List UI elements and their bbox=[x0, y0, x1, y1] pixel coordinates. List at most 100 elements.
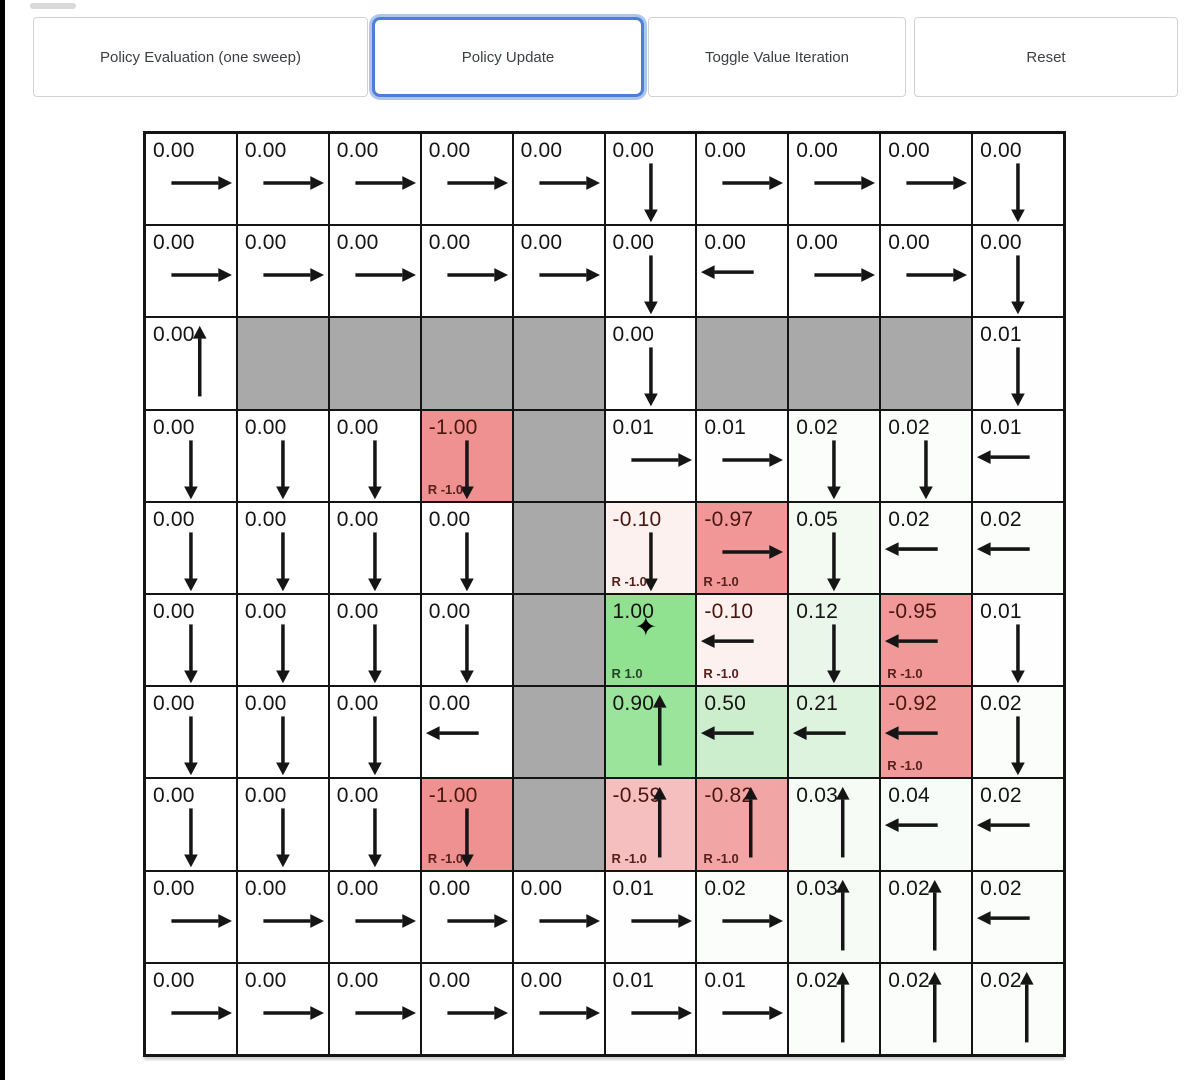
arrow-down-icon bbox=[184, 440, 198, 499]
arrow-right-icon bbox=[355, 268, 416, 283]
arrow-left-icon bbox=[885, 634, 938, 648]
cell-value: 0.00 bbox=[244, 599, 287, 623]
cell-value: 0.00 bbox=[980, 139, 1022, 162]
cell-value: 0.00 bbox=[336, 415, 379, 439]
arrow-down-icon bbox=[643, 532, 658, 592]
cell-value: 0.00 bbox=[336, 692, 379, 716]
grid-cell: 0.00 bbox=[420, 870, 513, 963]
cell-reward-label: R -1.0 bbox=[703, 666, 739, 682]
grid-cell: 0.00 bbox=[328, 225, 421, 318]
grid-cell: 0.00 bbox=[145, 778, 237, 871]
policy-update-button[interactable]: Policy Update bbox=[372, 17, 644, 97]
reset-button[interactable]: Reset bbox=[914, 17, 1178, 97]
arrow-right-icon bbox=[263, 268, 324, 283]
arrow-down-icon bbox=[1011, 347, 1025, 407]
cell-value: -1.00 bbox=[428, 415, 478, 439]
cell-value: 0.00 bbox=[336, 968, 379, 992]
arrow-down-icon bbox=[276, 716, 290, 776]
cell-value: 0.01 bbox=[704, 415, 747, 439]
wall-cell bbox=[512, 686, 605, 779]
cell-value: 0.01 bbox=[980, 415, 1022, 439]
grid-cell: 0.00 bbox=[145, 317, 237, 410]
cell-value: -0.59 bbox=[612, 784, 662, 808]
cell-reward-label: R -1.0 bbox=[611, 573, 647, 589]
grid-cell: 0.00 bbox=[512, 225, 605, 318]
arrow-down-icon bbox=[184, 532, 198, 592]
cell-value: 0.00 bbox=[244, 784, 287, 808]
arrow-down-icon bbox=[367, 624, 382, 684]
arrow-right-icon bbox=[630, 452, 692, 467]
grid-cell: 0.05 bbox=[788, 501, 881, 594]
arrow-right-icon bbox=[722, 544, 784, 559]
arrow-right-icon bbox=[722, 1005, 784, 1020]
policy-evaluation-button[interactable]: Policy Evaluation (one sweep) bbox=[33, 17, 368, 97]
arrow-right-icon bbox=[447, 176, 508, 190]
arrow-down-icon bbox=[919, 440, 933, 499]
cell-value: 0.02 bbox=[888, 968, 930, 992]
arrow-right-icon bbox=[355, 176, 416, 190]
arrow-up-icon bbox=[836, 879, 850, 951]
cell-value: 0.00 bbox=[428, 139, 471, 162]
arrow-down-icon bbox=[643, 347, 658, 407]
goal-star-icon: ✦ bbox=[634, 611, 658, 642]
grid-cell: 0.02 bbox=[788, 962, 881, 1055]
grid-cell: 0.01 bbox=[696, 409, 789, 502]
grid-cell: 0.00 bbox=[145, 686, 237, 779]
arrow-up-icon bbox=[744, 787, 758, 858]
cell-value: -0.97 bbox=[704, 507, 754, 531]
cell-value: 0.00 bbox=[336, 784, 379, 808]
wall-cell bbox=[512, 501, 605, 594]
cell-value: 0.00 bbox=[336, 507, 379, 531]
arrow-right-icon bbox=[263, 1005, 324, 1020]
cell-value: 0.00 bbox=[428, 876, 471, 900]
cell-value: -0.10 bbox=[704, 599, 754, 623]
cell-value: 0.02 bbox=[888, 876, 930, 900]
grid-cell: 0.00 bbox=[328, 870, 421, 963]
cell-value: 0.02 bbox=[980, 507, 1022, 531]
grid-cell: 0.00 bbox=[788, 133, 881, 226]
arrow-up-icon bbox=[836, 971, 850, 1043]
cell-value: 0.00 bbox=[153, 968, 195, 992]
arrow-left-icon bbox=[977, 910, 1030, 925]
arrow-right-icon bbox=[171, 913, 232, 928]
grid-cell: 0.02 bbox=[880, 409, 973, 502]
arrow-up-icon bbox=[1020, 971, 1034, 1043]
cell-value: 0.02 bbox=[704, 876, 747, 900]
grid-cell: 0.00 bbox=[328, 686, 421, 779]
cell-reward-label: R -1.0 bbox=[427, 850, 464, 866]
cell-value: 0.01 bbox=[704, 968, 747, 992]
arrow-right-icon bbox=[263, 176, 324, 190]
grid-cell: 0.01 bbox=[972, 317, 1064, 410]
grid-cell: 0.01 bbox=[696, 962, 789, 1055]
arrow-up-icon bbox=[652, 695, 667, 766]
cell-value: 0.03 bbox=[796, 876, 838, 900]
screen-edge-bar bbox=[0, 0, 5, 1080]
grid-cell: 0.02 bbox=[696, 870, 789, 963]
toggle-value-iteration-button[interactable]: Toggle Value Iteration bbox=[648, 17, 906, 97]
cell-value: 0.21 bbox=[796, 692, 838, 716]
cell-value: 0.00 bbox=[428, 692, 471, 716]
grid-cell: 0.00 bbox=[788, 225, 881, 318]
arrow-down-icon bbox=[643, 255, 658, 315]
grid-cell: 0.00 bbox=[328, 133, 421, 226]
wall-cell bbox=[512, 317, 605, 410]
grid-cell: 0.00 bbox=[420, 225, 513, 318]
arrow-up-icon bbox=[836, 787, 850, 858]
arrow-down-icon bbox=[276, 624, 290, 684]
arrow-down-icon bbox=[184, 716, 198, 776]
arrow-right-icon bbox=[539, 176, 600, 190]
arrow-right-icon bbox=[539, 1005, 600, 1020]
cell-value: 0.00 bbox=[244, 876, 287, 900]
arrow-right-icon bbox=[539, 268, 600, 283]
cell-value: 0.00 bbox=[244, 507, 287, 531]
arrow-down-icon bbox=[459, 808, 474, 868]
cell-value: 0.00 bbox=[428, 231, 471, 255]
arrow-up-icon bbox=[928, 879, 942, 951]
cell-value: 0.50 bbox=[704, 692, 747, 716]
grid-cell: 0.90 bbox=[604, 686, 697, 779]
arrow-right-icon bbox=[722, 176, 784, 190]
wall-cell bbox=[236, 317, 329, 410]
grid-cell: -0.97 R -1.0 bbox=[696, 501, 789, 594]
cell-value: 0.01 bbox=[612, 876, 655, 900]
wall-cell bbox=[512, 409, 605, 502]
